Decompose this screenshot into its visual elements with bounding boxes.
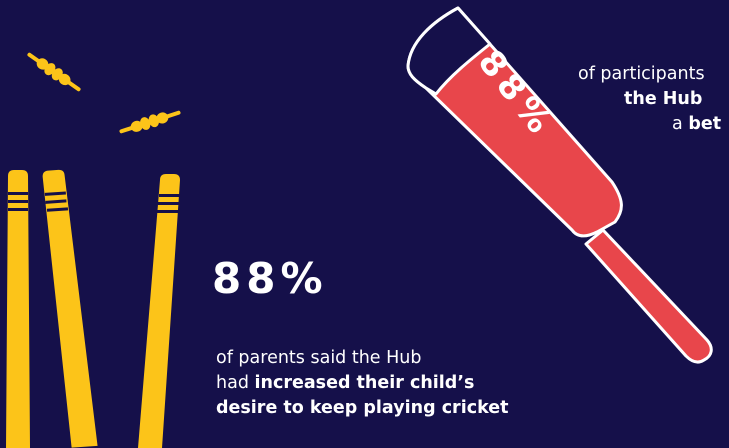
parents-line-1: of parents said the Hub xyxy=(216,348,422,368)
participants-line-2-bold: the Hub xyxy=(624,89,703,109)
participants-line-3: a bet xyxy=(578,112,729,137)
parents-line-3: desire to keep playing cricket xyxy=(216,396,546,421)
parents-line-2-prefix: had xyxy=(216,373,249,393)
flying-bail-icon xyxy=(119,110,181,134)
participants-line-3-prefix: a xyxy=(672,114,683,134)
participants-line-1: of participants xyxy=(578,64,705,84)
parents-text: of parents said the Hub had increased th… xyxy=(216,346,546,421)
participants-text: of participants the Hub a bet xyxy=(578,62,729,137)
parents-line-2: had increased their child’s xyxy=(216,371,546,396)
parents-line-3-bold: desire to keep playing cricket xyxy=(216,398,509,418)
parents-stat: 88% xyxy=(212,254,328,303)
flying-bail-icon xyxy=(27,52,81,92)
participants-line-2: the Hub xyxy=(578,87,729,112)
participants-line-3-bold: bet xyxy=(688,114,722,134)
parents-line-2-bold: increased their child’s xyxy=(254,373,475,393)
cricket-stumps-icon xyxy=(6,169,180,448)
cricket-bat-icon: 88% xyxy=(406,6,713,364)
